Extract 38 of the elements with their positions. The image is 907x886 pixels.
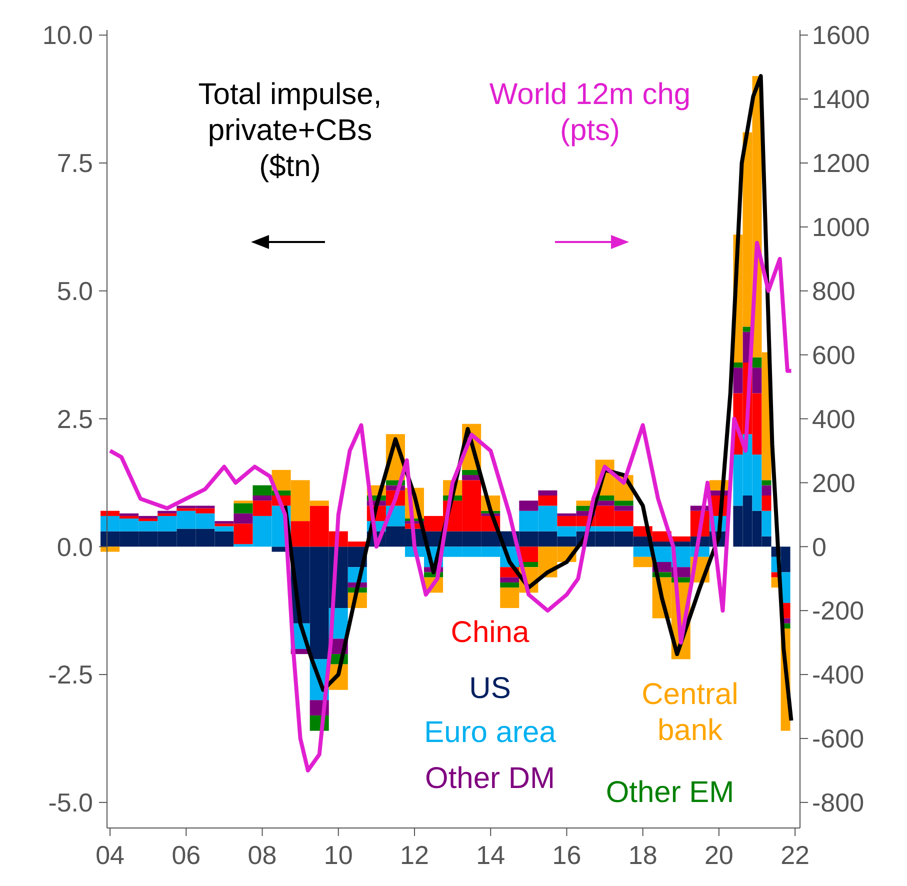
text: US bbox=[469, 672, 511, 705]
text: Euro area bbox=[424, 716, 556, 749]
y2-tick-label: 1200 bbox=[812, 148, 870, 178]
y-tick-label: 2.5 bbox=[56, 404, 93, 434]
text: Total impulse, private+CBs ($tn) bbox=[198, 78, 382, 183]
x-tick-label: 22 bbox=[780, 840, 810, 870]
y-tick-label: 0.0 bbox=[56, 532, 93, 562]
x-tick-label: 10 bbox=[324, 840, 353, 870]
text: Other DM bbox=[424, 762, 556, 795]
x-tick-label: 18 bbox=[628, 840, 658, 870]
y-tick-label: -5.0 bbox=[48, 788, 93, 818]
y-tick-label: 5.0 bbox=[56, 276, 93, 306]
x-tick-label: 06 bbox=[172, 840, 201, 870]
y2-tick-label: -400 bbox=[812, 660, 864, 690]
y2-tick-label: 600 bbox=[812, 340, 856, 370]
text: World 12m chg (pts) bbox=[489, 78, 691, 147]
y2-tick-label: 200 bbox=[812, 468, 856, 498]
y2-tick-label: -200 bbox=[812, 596, 864, 626]
x-tick-label: 04 bbox=[96, 840, 125, 870]
y-tick-label: -2.5 bbox=[48, 660, 93, 690]
y2-tick-label: -600 bbox=[812, 724, 864, 754]
y2-tick-label: 1000 bbox=[812, 212, 870, 242]
y2-tick-label: 1600 bbox=[812, 20, 870, 50]
y2-tick-label: 400 bbox=[812, 404, 856, 434]
text: Other EM bbox=[606, 776, 734, 809]
y2-tick-label: 800 bbox=[812, 276, 856, 306]
series-label: China bbox=[450, 616, 530, 649]
y-tick-label: 10.0 bbox=[42, 20, 93, 50]
series-label: Central bank bbox=[642, 678, 738, 747]
x-tick-label: 14 bbox=[476, 840, 506, 870]
y2-tick-label: 1400 bbox=[812, 84, 870, 114]
y-tick-label: 7.5 bbox=[56, 148, 93, 178]
x-tick-label: 20 bbox=[704, 840, 734, 870]
x-tick-label: 16 bbox=[552, 840, 582, 870]
y2-tick-label: -800 bbox=[812, 788, 864, 818]
x-tick-label: 08 bbox=[248, 840, 277, 870]
x-tick-label: 12 bbox=[400, 840, 429, 870]
y2-tick-label: 0 bbox=[812, 532, 826, 562]
